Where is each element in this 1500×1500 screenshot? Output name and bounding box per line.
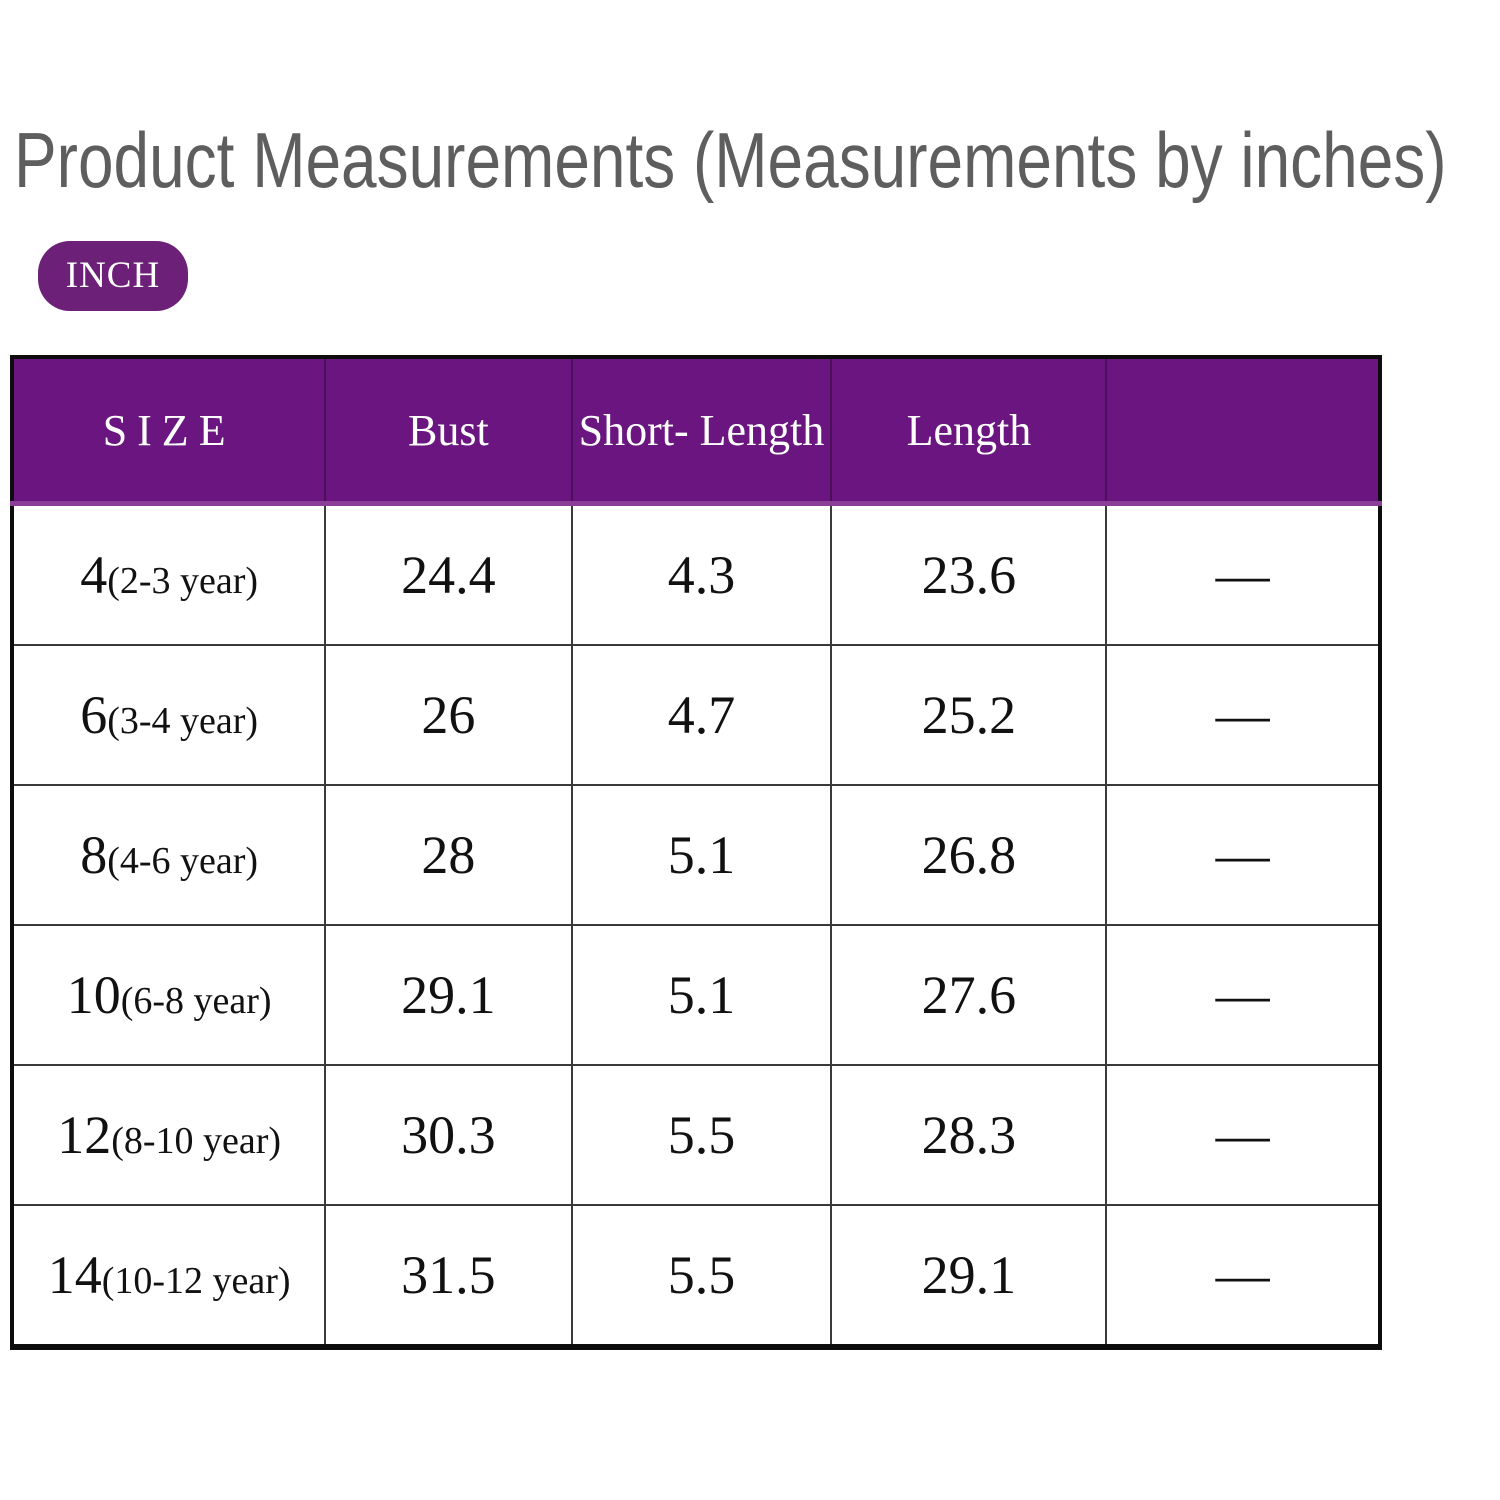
table-row: 10(6-8 year) 29.1 5.1 27.6 — bbox=[10, 924, 1381, 1066]
size-cell: 12(8-10 year) bbox=[10, 1064, 327, 1206]
size-age-range: (2-3 year) bbox=[107, 560, 259, 602]
size-age-range: (6-8 year) bbox=[120, 980, 272, 1022]
short-length-value: 5.5 bbox=[570, 1064, 833, 1206]
empty-dash: — bbox=[1105, 784, 1381, 926]
length-value: 26.8 bbox=[830, 784, 1108, 926]
size-age-range: (8-10 year) bbox=[111, 1120, 282, 1162]
empty-dash: — bbox=[1105, 924, 1381, 1066]
length-value: 25.2 bbox=[830, 644, 1108, 786]
empty-dash: — bbox=[1105, 644, 1381, 786]
inch-unit-badge[interactable]: INCH bbox=[38, 241, 188, 311]
short-length-value: 4.7 bbox=[570, 644, 833, 786]
bust-value: 30.3 bbox=[324, 1064, 573, 1206]
length-value: 23.6 bbox=[830, 502, 1108, 646]
size-number: 14 bbox=[47, 1245, 102, 1305]
size-number: 10 bbox=[66, 965, 121, 1025]
header-size: SIZE bbox=[10, 356, 327, 506]
table-row: 12(8-10 year) 30.3 5.5 28.3 — bbox=[10, 1064, 1381, 1206]
size-number: 4 bbox=[80, 545, 108, 605]
bust-value: 26 bbox=[324, 644, 573, 786]
empty-dash: — bbox=[1105, 1204, 1381, 1348]
length-value: 29.1 bbox=[830, 1204, 1108, 1348]
table-row: 4(2-3 year) 24.4 4.3 23.6 — bbox=[10, 502, 1381, 646]
table-row: 14(10-12 year) 31.5 5.5 29.1 — bbox=[10, 1204, 1381, 1348]
short-length-value: 4.3 bbox=[570, 502, 833, 646]
page-title: Product Measurements (Measurements by in… bbox=[14, 116, 1447, 204]
bust-value: 29.1 bbox=[324, 924, 573, 1066]
measurements-table: SIZE Bust Short- Length Length 4(2-3 yea… bbox=[10, 355, 1382, 1350]
table-row: 6(3-4 year) 26 4.7 25.2 — bbox=[10, 644, 1381, 786]
header-empty bbox=[1105, 356, 1381, 506]
empty-dash: — bbox=[1105, 1064, 1381, 1206]
length-value: 27.6 bbox=[830, 924, 1108, 1066]
size-cell: 4(2-3 year) bbox=[10, 502, 327, 646]
bust-value: 28 bbox=[324, 784, 573, 926]
short-length-value: 5.5 bbox=[570, 1204, 833, 1348]
size-age-range: (4-6 year) bbox=[107, 840, 259, 882]
size-cell: 10(6-8 year) bbox=[10, 924, 327, 1066]
header-length: Length bbox=[830, 356, 1108, 506]
length-value: 28.3 bbox=[830, 1064, 1108, 1206]
size-number: 8 bbox=[80, 825, 108, 885]
size-cell: 14(10-12 year) bbox=[10, 1204, 327, 1348]
header-bust: Bust bbox=[324, 356, 573, 506]
size-cell: 8(4-6 year) bbox=[10, 784, 327, 926]
table-row: 8(4-6 year) 28 5.1 26.8 — bbox=[10, 784, 1381, 926]
size-age-range: (10-12 year) bbox=[101, 1260, 291, 1302]
header-short-length: Short- Length bbox=[570, 356, 833, 506]
bust-value: 31.5 bbox=[324, 1204, 573, 1348]
short-length-value: 5.1 bbox=[570, 784, 833, 926]
short-length-value: 5.1 bbox=[570, 924, 833, 1066]
size-number: 12 bbox=[57, 1105, 112, 1165]
size-number: 6 bbox=[80, 685, 108, 745]
empty-dash: — bbox=[1105, 502, 1381, 646]
table-header-row: SIZE Bust Short- Length Length bbox=[10, 356, 1381, 506]
size-age-range: (3-4 year) bbox=[107, 700, 259, 742]
size-cell: 6(3-4 year) bbox=[10, 644, 327, 786]
bust-value: 24.4 bbox=[324, 502, 573, 646]
